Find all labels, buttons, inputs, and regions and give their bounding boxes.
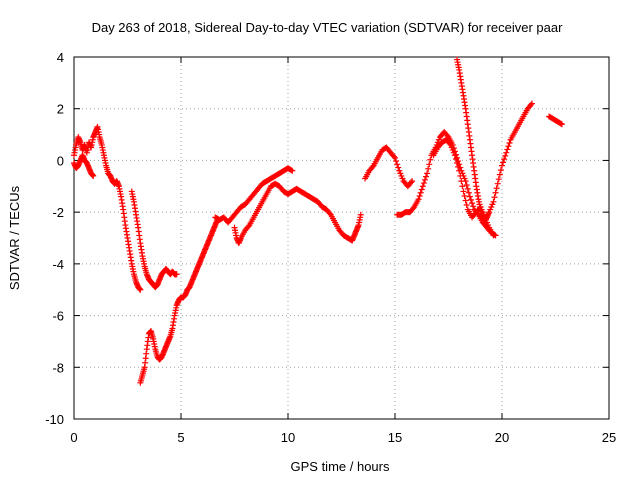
- data-point: [490, 198, 497, 205]
- data-point: [90, 172, 97, 179]
- y-axis-label: SDTVAR / TECUs: [7, 185, 22, 290]
- data-point: [490, 232, 497, 239]
- data-point: [418, 186, 425, 193]
- data-point: [454, 160, 461, 167]
- data-point: [426, 161, 433, 168]
- data-point: [503, 149, 510, 156]
- data-point: [417, 189, 424, 196]
- data-point: [451, 152, 458, 159]
- x-axis-label: GPS time / hours: [291, 459, 390, 474]
- y-tick-label: 4: [57, 50, 64, 65]
- data-point: [464, 185, 471, 192]
- data-point: [452, 156, 459, 163]
- data-point: [504, 146, 511, 153]
- y-tick-label: 2: [57, 102, 64, 117]
- data-point: [408, 179, 415, 186]
- x-tick-label: 0: [70, 430, 77, 445]
- data-point: [409, 178, 416, 185]
- data-point: [173, 271, 180, 278]
- data-point: [461, 192, 468, 199]
- data-point: [494, 180, 501, 187]
- data-point: [446, 140, 453, 147]
- data-point: [495, 176, 502, 183]
- x-tick-label: 25: [602, 430, 616, 445]
- y-tick-label: -8: [52, 360, 64, 375]
- data-point: [505, 143, 512, 150]
- data-point: [493, 185, 500, 192]
- ticks: 0 5 10 15 20 25 -10 -8 -6 -4 -2 0 2 4: [45, 50, 616, 445]
- data-point: [500, 159, 507, 166]
- data-point: [558, 121, 565, 128]
- data-points: [71, 56, 565, 386]
- data-point: [502, 152, 509, 159]
- grid: [74, 57, 609, 419]
- data-point: [357, 211, 364, 218]
- y-tick-label: -2: [52, 205, 64, 220]
- data-point: [420, 180, 427, 187]
- data-point: [463, 181, 470, 188]
- plot-frame: [73, 56, 610, 420]
- data-point: [395, 164, 402, 171]
- data-point: [470, 203, 477, 210]
- data-point: [527, 101, 534, 108]
- data-point: [528, 100, 535, 107]
- data-point: [410, 205, 417, 212]
- data-point: [455, 163, 462, 170]
- data-point: [394, 161, 401, 168]
- data-point: [467, 196, 474, 203]
- data-point: [421, 176, 428, 183]
- data-point: [288, 167, 295, 174]
- data-point: [425, 165, 432, 172]
- data-point: [497, 167, 504, 174]
- data-point: [393, 158, 400, 165]
- data-point: [458, 178, 465, 185]
- data-point: [460, 188, 467, 195]
- y-tick-label: -4: [52, 257, 64, 272]
- data-point: [499, 162, 505, 169]
- data-point: [465, 189, 472, 196]
- x-tick-label: 20: [495, 430, 509, 445]
- y-tick-label: -10: [45, 412, 64, 427]
- data-point: [390, 153, 397, 160]
- y-tick-label: 0: [57, 153, 64, 168]
- data-point: [427, 156, 434, 163]
- data-point: [466, 193, 473, 200]
- chart-title: Day 263 of 2018, Sidereal Day-to-day VTE…: [92, 20, 564, 35]
- data-point: [463, 202, 470, 209]
- data-point: [496, 171, 503, 178]
- data-point: [444, 132, 451, 139]
- y-tick-label: -6: [52, 309, 64, 324]
- data-point: [424, 170, 431, 177]
- data-point: [501, 156, 508, 163]
- data-point: [459, 183, 466, 190]
- data-point: [289, 167, 296, 174]
- data-point: [392, 154, 398, 161]
- data-point: [137, 286, 144, 293]
- data-point: [419, 183, 426, 190]
- data-point: [492, 189, 499, 196]
- data-point: [557, 120, 564, 127]
- data-point: [469, 200, 476, 207]
- data-point: [369, 163, 376, 170]
- data-point: [245, 223, 252, 230]
- data-point: [326, 210, 333, 217]
- x-tick-label: 5: [177, 430, 184, 445]
- x-tick-label: 10: [281, 430, 295, 445]
- data-point: [456, 167, 463, 174]
- data-point: [423, 173, 430, 180]
- data-point: [506, 139, 513, 146]
- data-point: [416, 192, 423, 199]
- data-point: [415, 196, 422, 203]
- data-point: [491, 194, 498, 201]
- data-point: [457, 172, 464, 179]
- data-point: [462, 197, 469, 204]
- x-tick-label: 15: [388, 430, 402, 445]
